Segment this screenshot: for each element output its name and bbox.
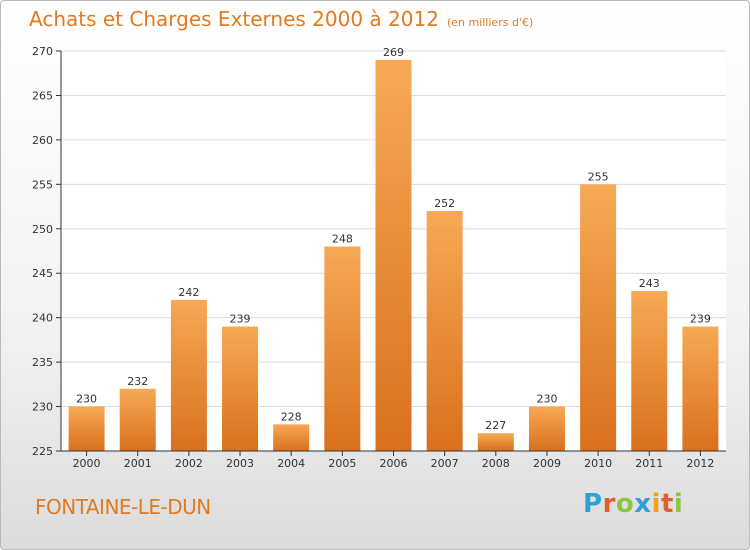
y-tick-label: 230 xyxy=(32,401,53,414)
x-tick-label: 2009 xyxy=(533,457,561,470)
x-tick-label: 2008 xyxy=(482,457,510,470)
data-label: 239 xyxy=(690,313,711,326)
logo-letter: i xyxy=(651,489,661,519)
bar xyxy=(682,326,719,451)
y-tick-label: 245 xyxy=(32,267,53,280)
bar xyxy=(375,59,412,452)
y-tick-label: 260 xyxy=(32,134,53,147)
x-tick-label: 2002 xyxy=(175,457,203,470)
data-label: 243 xyxy=(639,277,660,290)
y-tick-label: 225 xyxy=(32,445,53,458)
y-tick-label: 255 xyxy=(32,178,53,191)
bar xyxy=(426,211,463,451)
x-tick-label: 2000 xyxy=(73,457,101,470)
data-label: 242 xyxy=(178,286,199,299)
data-label: 255 xyxy=(588,170,609,183)
data-label: 230 xyxy=(536,393,557,406)
data-label: 228 xyxy=(281,410,302,423)
data-label: 227 xyxy=(485,419,506,432)
data-label: 239 xyxy=(230,313,251,326)
bar xyxy=(324,246,361,451)
x-tick-label: 2010 xyxy=(584,457,612,470)
place-name: FONTAINE-LE-DUN xyxy=(35,495,211,519)
chart-subtitle: (en milliers d'€) xyxy=(446,16,534,29)
x-tick-label: 2007 xyxy=(431,457,459,470)
bar xyxy=(170,299,207,451)
data-label: 230 xyxy=(76,393,97,406)
x-tick-label: 2001 xyxy=(124,457,152,470)
x-tick-label: 2005 xyxy=(328,457,356,470)
bar xyxy=(119,388,156,451)
bar xyxy=(580,184,617,452)
logo-letter: t xyxy=(660,489,674,519)
logo-letter: P xyxy=(583,489,603,519)
y-tick-label: 240 xyxy=(32,312,53,325)
bar xyxy=(222,326,259,451)
x-tick-label: 2003 xyxy=(226,457,254,470)
x-tick-label: 2004 xyxy=(277,457,305,470)
y-tick-label: 270 xyxy=(32,45,53,58)
logo-letter: i xyxy=(673,489,684,519)
logo-letter: o xyxy=(615,489,635,519)
data-label: 232 xyxy=(127,375,148,388)
y-tick-label: 250 xyxy=(32,223,53,236)
y-tick-label: 265 xyxy=(32,89,53,102)
chart-title: Achats et Charges Externes 2000 à 2012 (e… xyxy=(29,7,533,31)
bar xyxy=(273,424,310,451)
x-tick-label: 2006 xyxy=(380,457,408,470)
bar xyxy=(68,406,105,451)
bar xyxy=(477,433,514,451)
data-label: 248 xyxy=(332,233,353,246)
proxiti-logo: Proxiti xyxy=(583,489,683,519)
logo-letter: r xyxy=(602,489,616,519)
data-label: 252 xyxy=(434,197,455,210)
x-tick-label: 2011 xyxy=(635,457,663,470)
x-tick-label: 2012 xyxy=(686,457,714,470)
y-tick-label: 235 xyxy=(32,356,53,369)
data-label: 269 xyxy=(383,46,404,59)
bar xyxy=(631,291,668,451)
chart-title-text: Achats et Charges Externes 2000 à 2012 xyxy=(29,7,439,31)
bar xyxy=(528,406,565,451)
logo-letter: x xyxy=(634,489,652,519)
